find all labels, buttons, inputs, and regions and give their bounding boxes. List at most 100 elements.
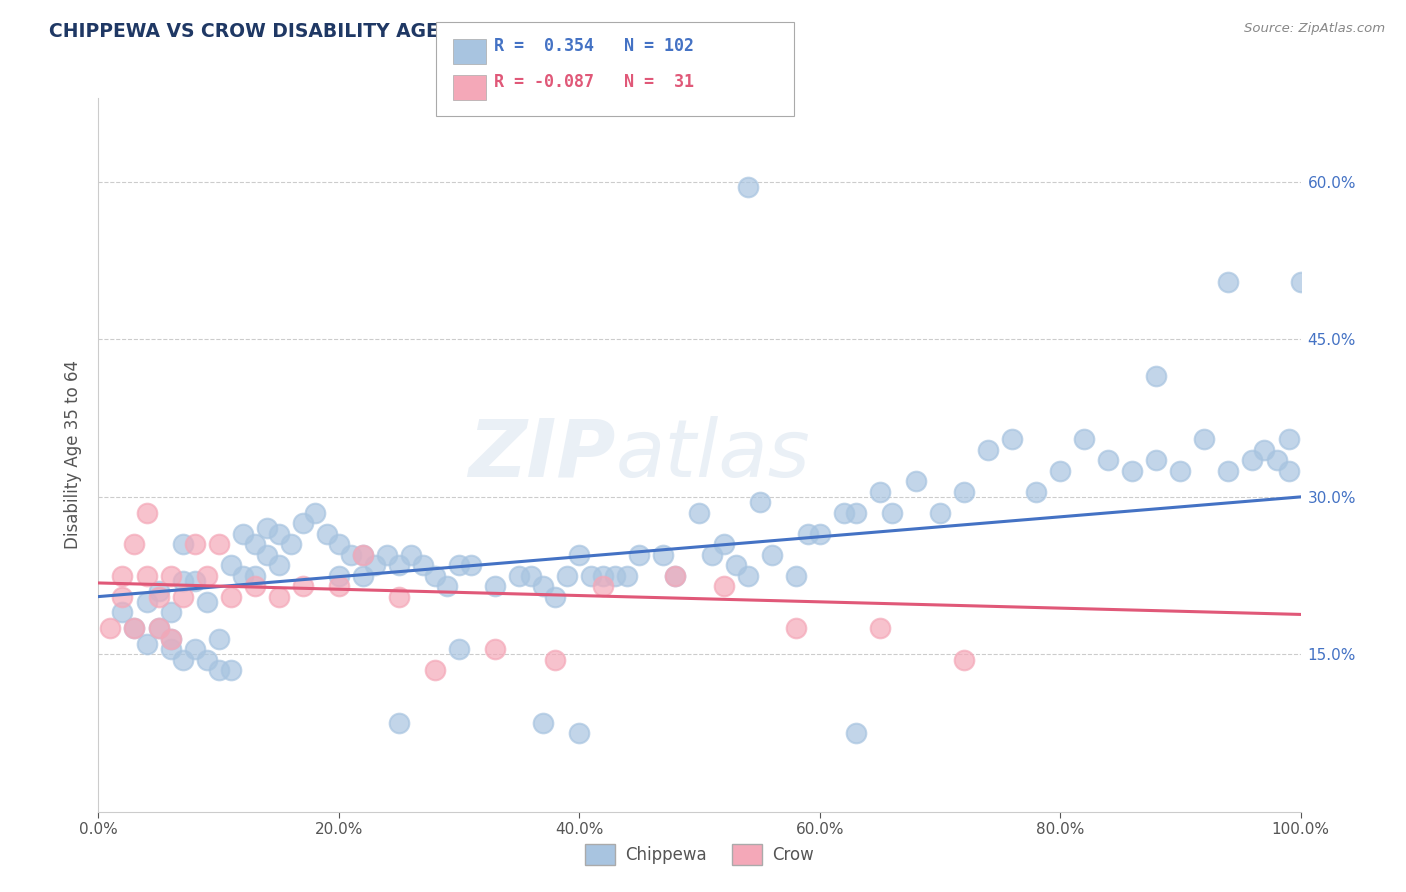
Point [664, 568, 686, 582]
Text: atlas: atlas [616, 416, 810, 494]
Point [700, 548, 723, 562]
Text: ZIP: ZIP [468, 416, 616, 494]
Point [124, 621, 146, 635]
Point [713, 579, 735, 593]
Point [484, 579, 506, 593]
Point [208, 537, 231, 551]
Point [1121, 464, 1143, 478]
Point [291, 516, 314, 530]
Point [195, 652, 218, 666]
Point [267, 558, 290, 573]
Point [135, 595, 157, 609]
Point [808, 526, 831, 541]
Text: Source: ZipAtlas.com: Source: ZipAtlas.com [1244, 22, 1385, 36]
Point [195, 568, 218, 582]
Point [748, 495, 770, 509]
Point [664, 568, 686, 582]
Point [328, 537, 350, 551]
Point [436, 579, 458, 593]
Point [232, 526, 254, 541]
Point [412, 558, 434, 573]
Point [159, 605, 181, 619]
Point [159, 632, 181, 646]
Point [1277, 464, 1299, 478]
Legend: Chippewa, Crow: Chippewa, Crow [579, 838, 820, 871]
Point [531, 715, 554, 730]
Point [340, 548, 363, 562]
Point [761, 548, 783, 562]
Point [592, 568, 614, 582]
Point [1049, 464, 1071, 478]
Point [953, 484, 976, 499]
Point [148, 621, 170, 635]
Point [880, 506, 903, 520]
Point [832, 506, 855, 520]
Point [100, 621, 122, 635]
Text: R = -0.087   N =  31: R = -0.087 N = 31 [494, 73, 693, 91]
Point [1144, 369, 1167, 384]
Point [785, 568, 807, 582]
Point [219, 590, 242, 604]
Point [243, 537, 266, 551]
Point [713, 537, 735, 551]
Point [111, 590, 134, 604]
Point [111, 605, 134, 619]
Point [1073, 432, 1095, 446]
Point [689, 506, 711, 520]
Point [1289, 275, 1312, 289]
Point [1277, 432, 1299, 446]
Point [447, 558, 470, 573]
Point [172, 537, 194, 551]
Point [423, 663, 446, 677]
Point [183, 537, 205, 551]
Point [148, 584, 170, 599]
Point [243, 579, 266, 593]
Point [172, 590, 194, 604]
Point [845, 726, 868, 740]
Point [183, 642, 205, 657]
Point [183, 574, 205, 588]
Point [1170, 464, 1192, 478]
Point [423, 568, 446, 582]
Point [328, 568, 350, 582]
Point [1218, 464, 1240, 478]
Point [520, 568, 543, 582]
Point [568, 726, 591, 740]
Point [159, 642, 181, 657]
Point [135, 637, 157, 651]
Point [605, 568, 627, 582]
Text: R =  0.354   N = 102: R = 0.354 N = 102 [494, 37, 693, 55]
Point [869, 484, 891, 499]
Point [460, 558, 482, 573]
Point [616, 568, 638, 582]
Point [555, 568, 578, 582]
Point [508, 568, 530, 582]
Point [869, 621, 891, 635]
Point [375, 548, 398, 562]
Point [148, 590, 170, 604]
Point [124, 537, 146, 551]
Point [243, 568, 266, 582]
Point [531, 579, 554, 593]
Y-axis label: Disability Age 35 to 64: Disability Age 35 to 64 [65, 360, 83, 549]
Point [1001, 432, 1024, 446]
Point [280, 537, 302, 551]
Point [111, 568, 134, 582]
Point [267, 526, 290, 541]
Point [628, 548, 651, 562]
Point [1097, 453, 1119, 467]
Point [148, 621, 170, 635]
Point [1253, 442, 1275, 457]
Point [135, 506, 157, 520]
Point [977, 442, 1000, 457]
Point [953, 652, 976, 666]
Point [208, 663, 231, 677]
Point [1265, 453, 1288, 467]
Point [928, 506, 950, 520]
Point [737, 180, 759, 194]
Point [328, 579, 350, 593]
Point [796, 526, 818, 541]
Point [172, 652, 194, 666]
Point [232, 568, 254, 582]
Point [352, 568, 374, 582]
